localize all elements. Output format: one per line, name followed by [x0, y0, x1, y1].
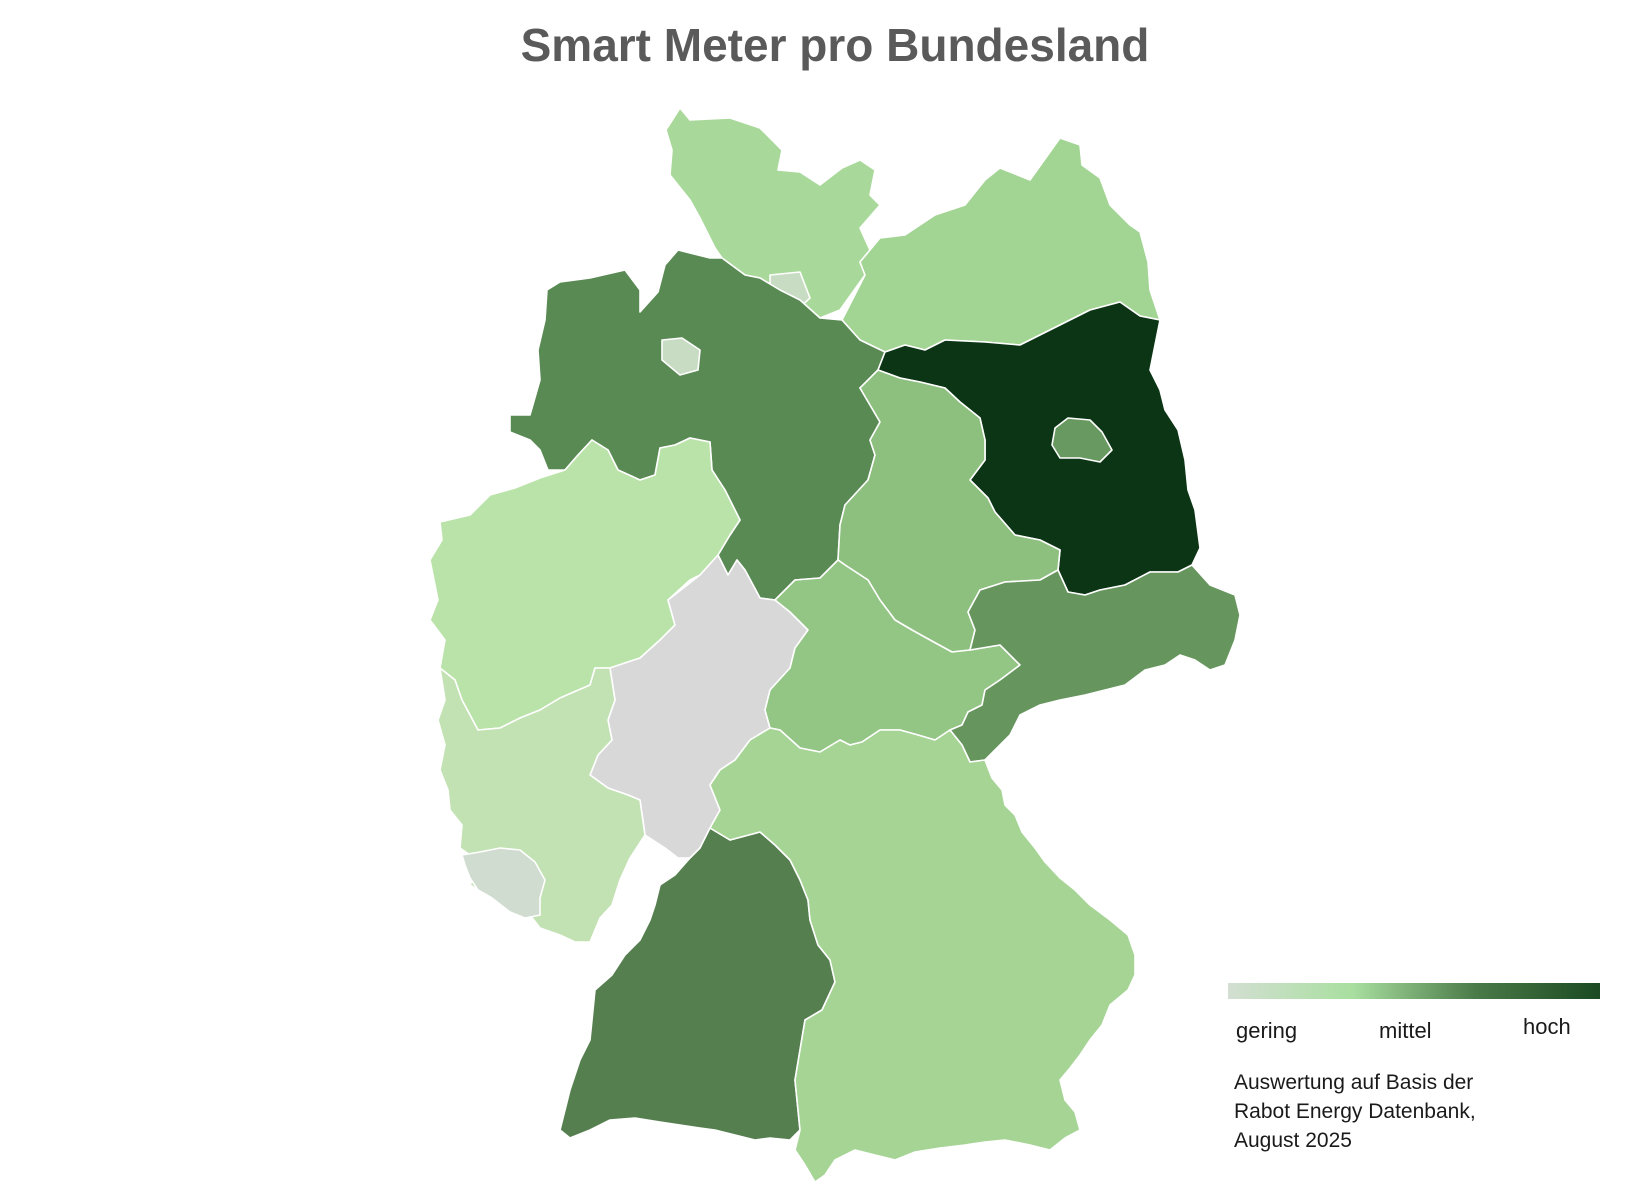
- region-sachsen: [949, 564, 1241, 763]
- legend-label-mid: mittel: [1379, 1018, 1432, 1043]
- legend-color-scale: [1228, 983, 1600, 999]
- region-bremen: [661, 337, 701, 376]
- region-saarland: [461, 847, 546, 919]
- region-bayern: [709, 727, 1136, 1183]
- region-layer: [429, 107, 1241, 1183]
- source-line: August 2025: [1234, 1129, 1352, 1152]
- map-title: Smart Meter pro Bundesland: [520, 19, 1150, 71]
- region-berlin: [1051, 417, 1113, 463]
- legend-label-low: gering: [1236, 1018, 1298, 1043]
- source-line: Rabot Energy Datenbank,: [1234, 1100, 1476, 1123]
- source-line: Auswertung auf Basis der: [1234, 1071, 1474, 1094]
- source-note: Auswertung auf Basis der Rabot Energy Da…: [1234, 1068, 1564, 1155]
- legend-label-high: hoch: [1523, 1014, 1571, 1039]
